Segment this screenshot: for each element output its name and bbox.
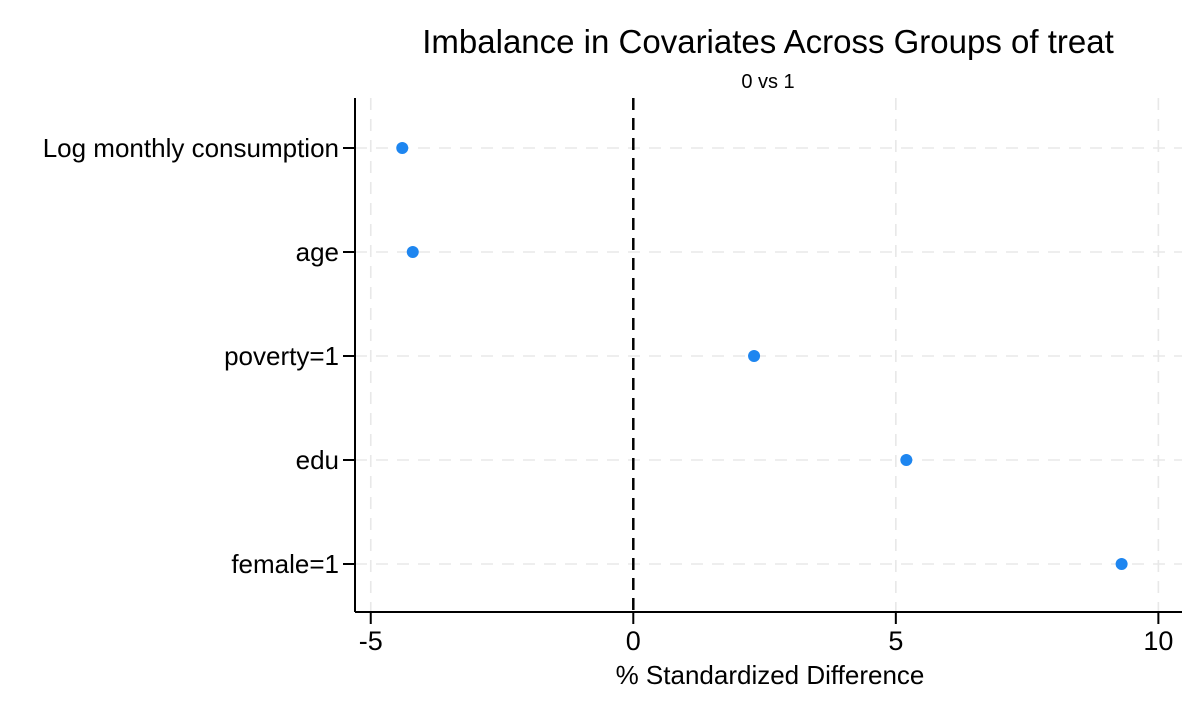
x-tick-label: 5 (888, 626, 903, 656)
data-point (396, 142, 409, 154)
y-category-label: poverty=1 (224, 341, 339, 371)
x-tick-label: 10 (1143, 626, 1173, 656)
chart-subtitle: 0 vs 1 (741, 71, 794, 93)
data-point (748, 350, 761, 362)
data-point (900, 454, 913, 466)
data-point (1115, 558, 1128, 570)
chart-title: Imbalance in Covariates Across Groups of… (422, 23, 1114, 60)
x-tick-label: 0 (626, 626, 641, 656)
y-category-label: age (296, 237, 339, 267)
x-axis-label: % Standardized Difference (616, 660, 925, 690)
data-point (406, 246, 419, 258)
y-category-label: female=1 (231, 549, 339, 579)
plot-area: -5 0 5 10 Log monthly consumption age poverty=… (43, 98, 1182, 656)
y-category-label: Log monthly consumption (43, 133, 339, 163)
y-category-label: edu (296, 445, 339, 475)
x-tick-label: -5 (359, 626, 383, 656)
